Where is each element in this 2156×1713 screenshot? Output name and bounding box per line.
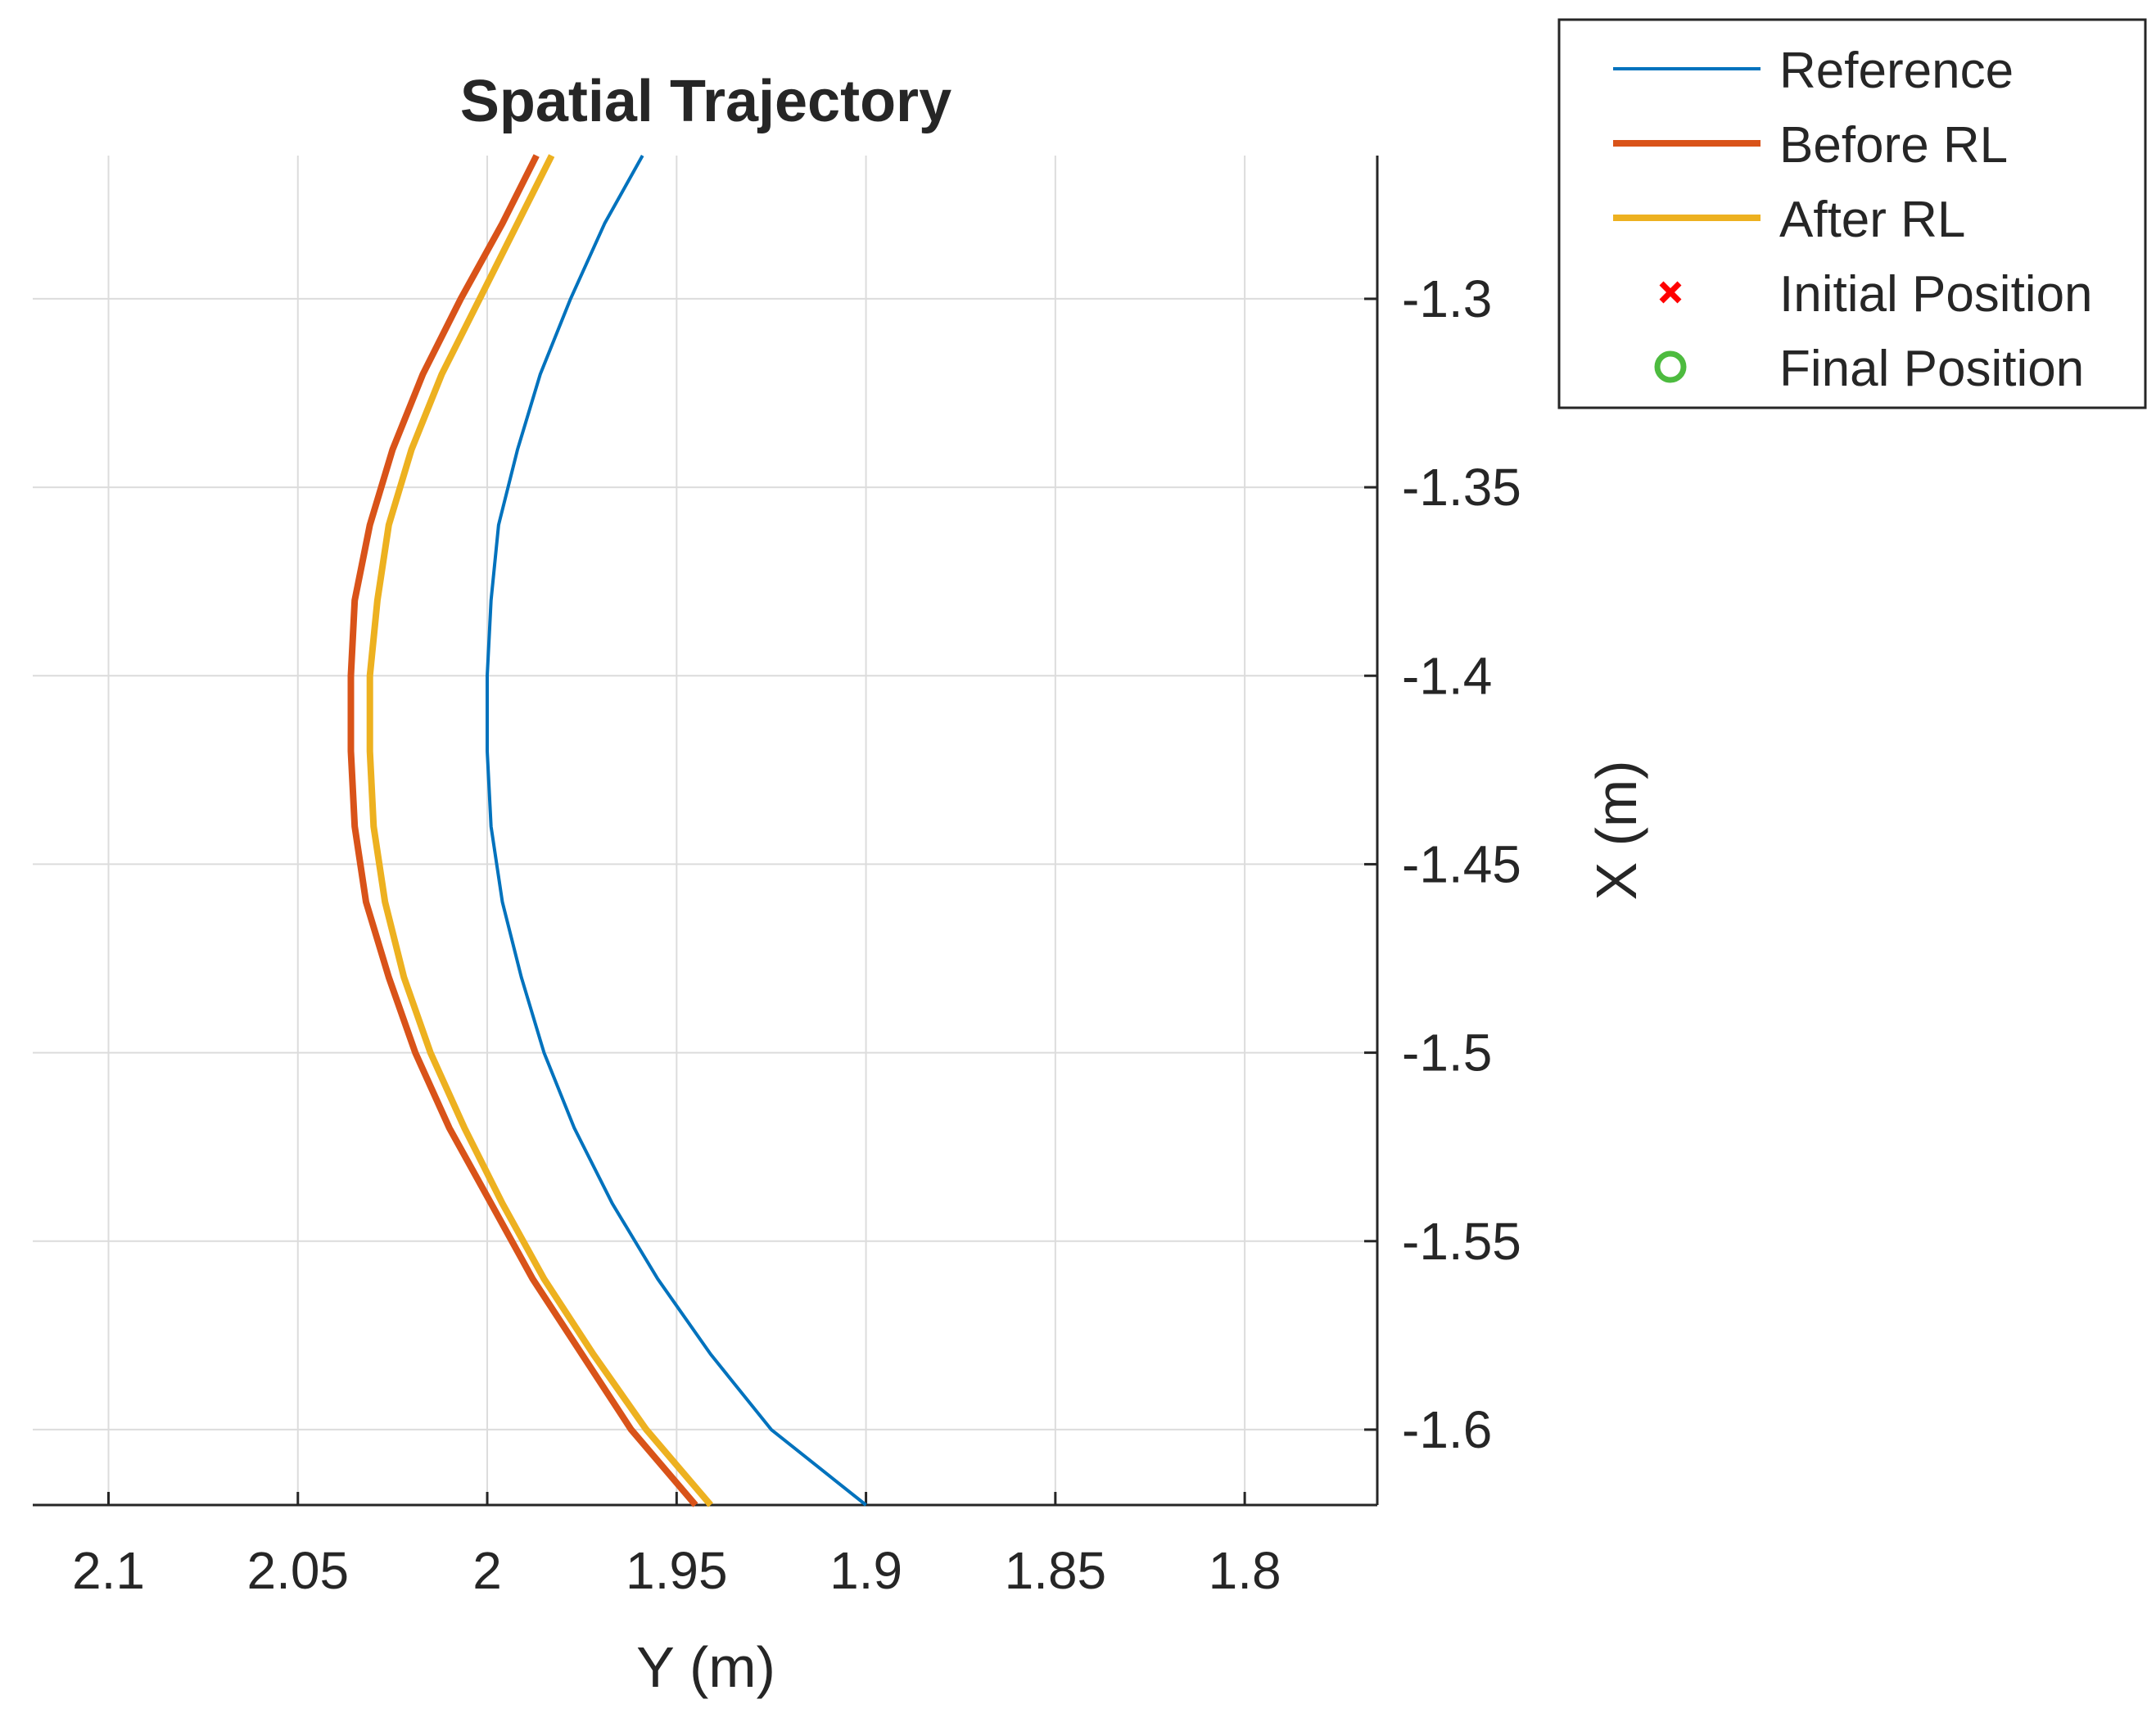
y-tick-label: -1.55	[1402, 1212, 1521, 1271]
legend-label-reference: Reference	[1779, 43, 2014, 99]
legend-box	[1557, 18, 2147, 409]
legend: Reference Before RL After RL Initial Pos…	[1557, 18, 2147, 409]
legend-marker-initial-position	[1659, 281, 1682, 304]
y-tick-label: -1.45	[1402, 834, 1521, 893]
x-tick-label: 2	[472, 1541, 502, 1600]
series-lines	[347, 154, 867, 1507]
y-axis-label: X (m)	[1584, 760, 1648, 900]
grid-lines	[33, 156, 1377, 1505]
series-line-reference	[486, 155, 867, 1507]
y-tick-label: -1.3	[1402, 269, 1492, 328]
x-tick-label: 1.95	[626, 1541, 728, 1600]
x-tick-label: 2.05	[246, 1541, 349, 1600]
y-tick-labels: -1.3 -1.35 -1.4 -1.45 -1.5 -1.55 -1.6	[1402, 269, 1521, 1459]
x-tick-label: 2.1	[72, 1541, 145, 1600]
y-tick-label: -1.4	[1402, 646, 1492, 705]
chart-title: Spatial Trajectory	[460, 69, 951, 134]
x-axis-label: Y (m)	[636, 1635, 775, 1699]
legend-label-before-rl: Before RL	[1779, 117, 2008, 174]
x-tick-labels: 2.1 2.05 2 1.95 1.9 1.85 1.8	[72, 1541, 1281, 1600]
y-tick-label: -1.6	[1402, 1400, 1492, 1459]
x-tick-label: 1.9	[829, 1541, 902, 1600]
axes	[33, 156, 1379, 1507]
y-tick-label: -1.35	[1402, 458, 1521, 517]
legend-label-after-rl: After RL	[1779, 192, 1965, 248]
series-line-before-rl	[347, 154, 698, 1507]
x-tick-label: 1.85	[1005, 1541, 1107, 1600]
x-tick-label: 1.8	[1209, 1541, 1281, 1600]
y-tick-label: -1.5	[1402, 1024, 1492, 1082]
legend-label-initial-position: Initial Position	[1779, 266, 2093, 323]
legend-marker-final-position	[1654, 350, 1687, 383]
legend-label-final-position: Final Position	[1779, 341, 2084, 397]
series-line-after-rl	[366, 154, 713, 1507]
